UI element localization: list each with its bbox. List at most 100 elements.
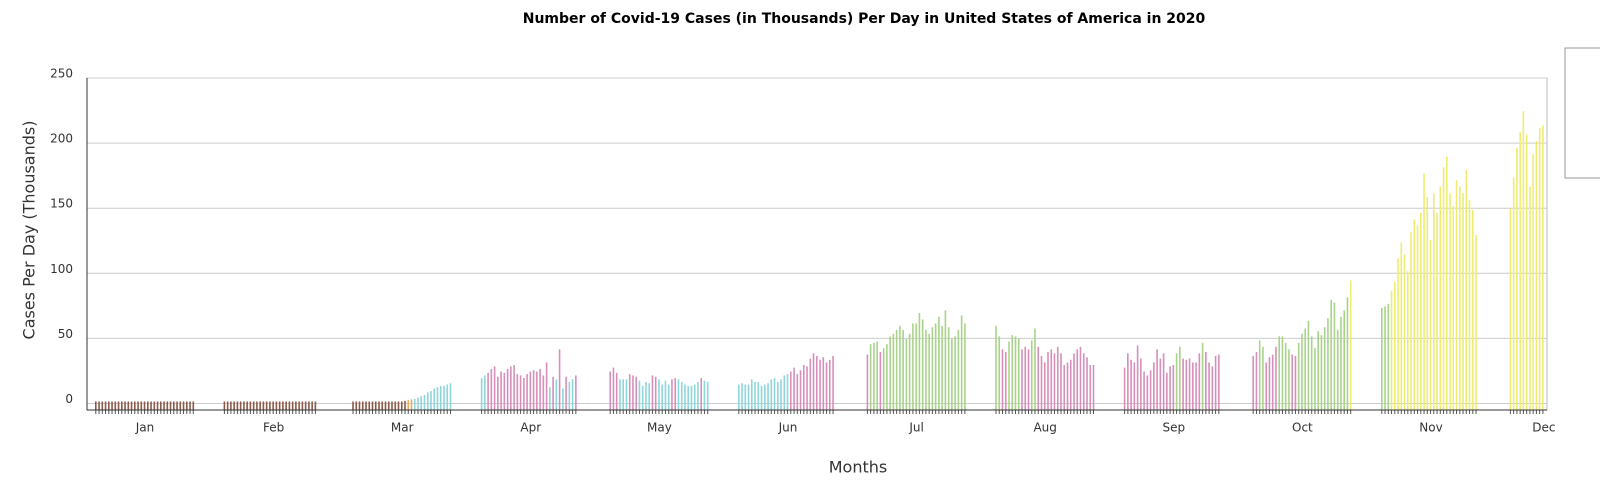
- bar: [1214, 355, 1217, 410]
- bar: [233, 401, 235, 410]
- bar: [928, 333, 930, 410]
- bar: [526, 374, 528, 410]
- bar: [549, 387, 551, 410]
- bar: [773, 378, 776, 410]
- bar: [568, 381, 571, 410]
- bar: [1349, 280, 1352, 410]
- bar: [410, 399, 413, 410]
- bar: [513, 365, 515, 410]
- bar: [780, 379, 782, 410]
- bar: [575, 375, 577, 410]
- bar: [1446, 156, 1448, 410]
- bar: [1436, 212, 1438, 410]
- bar: [400, 401, 403, 410]
- bar: [1346, 297, 1349, 410]
- bar: [1069, 359, 1072, 410]
- bar: [931, 327, 934, 410]
- bar: [1384, 306, 1386, 410]
- bar: [1297, 342, 1300, 410]
- bar: [777, 381, 779, 410]
- bar: [166, 401, 169, 410]
- bar: [1462, 193, 1464, 410]
- bar: [1082, 353, 1085, 410]
- bar: [1278, 336, 1280, 410]
- bar: [947, 327, 950, 410]
- bar: [430, 391, 432, 410]
- bar: [1314, 348, 1316, 410]
- bar: [1529, 186, 1531, 410]
- bar: [658, 379, 660, 410]
- bar: [1185, 359, 1188, 410]
- bar: [1475, 234, 1477, 410]
- bar: [667, 384, 670, 410]
- bar: [1255, 352, 1258, 410]
- bar: [1291, 354, 1293, 410]
- bar: [1004, 352, 1007, 410]
- bar: [1423, 173, 1425, 410]
- bar: [902, 329, 904, 410]
- bar: [1079, 346, 1082, 410]
- bar: [1149, 370, 1152, 410]
- bar: [1073, 353, 1075, 410]
- bar: [1030, 340, 1033, 410]
- bar: [124, 401, 126, 410]
- bar: [298, 401, 300, 410]
- bar: [426, 392, 429, 410]
- bar: [423, 394, 426, 410]
- x-tick-label: Jul: [908, 421, 923, 435]
- bar: [1201, 342, 1204, 410]
- bar: [439, 385, 442, 410]
- bar: [747, 384, 750, 410]
- bar: [301, 401, 304, 410]
- bar: [825, 362, 828, 410]
- bar: [134, 401, 136, 410]
- bar: [1452, 206, 1455, 410]
- bar: [1468, 199, 1471, 410]
- bar: [625, 379, 628, 410]
- bar: [921, 319, 924, 410]
- bar: [1156, 349, 1158, 410]
- bar: [757, 381, 760, 410]
- bar: [690, 385, 693, 410]
- bar: [104, 401, 107, 410]
- bar: [1301, 333, 1303, 410]
- bar: [295, 401, 297, 410]
- bar: [816, 355, 818, 410]
- bar: [387, 401, 390, 410]
- bar: [446, 384, 449, 410]
- bar: [790, 371, 792, 410]
- bar: [371, 401, 374, 410]
- bar: [876, 341, 878, 410]
- bar: [529, 371, 532, 410]
- bar: [1304, 328, 1306, 410]
- bar: [433, 388, 436, 410]
- bar: [443, 385, 445, 410]
- bar: [738, 384, 740, 410]
- bar: [417, 397, 419, 410]
- bar: [397, 401, 400, 410]
- bar: [1455, 180, 1458, 410]
- bar: [882, 348, 885, 410]
- bar: [269, 401, 271, 410]
- bar: [934, 323, 937, 410]
- legend-box: [1564, 47, 1600, 179]
- bar: [1323, 327, 1326, 410]
- bar: [1053, 353, 1056, 410]
- bar: [246, 401, 248, 410]
- bar: [1416, 225, 1419, 410]
- bar: [1143, 371, 1145, 410]
- bar: [751, 379, 753, 410]
- bar: [407, 400, 410, 410]
- bar: [1333, 302, 1336, 410]
- y-tick-label: 250: [50, 67, 73, 81]
- bar: [130, 401, 133, 410]
- bar: [404, 400, 406, 410]
- bar: [420, 396, 423, 410]
- bar: [1024, 346, 1027, 410]
- x-tick-label: Jan: [135, 421, 155, 435]
- bar: [806, 366, 808, 410]
- bar: [661, 384, 663, 410]
- bar: [571, 379, 574, 410]
- bar: [506, 368, 509, 410]
